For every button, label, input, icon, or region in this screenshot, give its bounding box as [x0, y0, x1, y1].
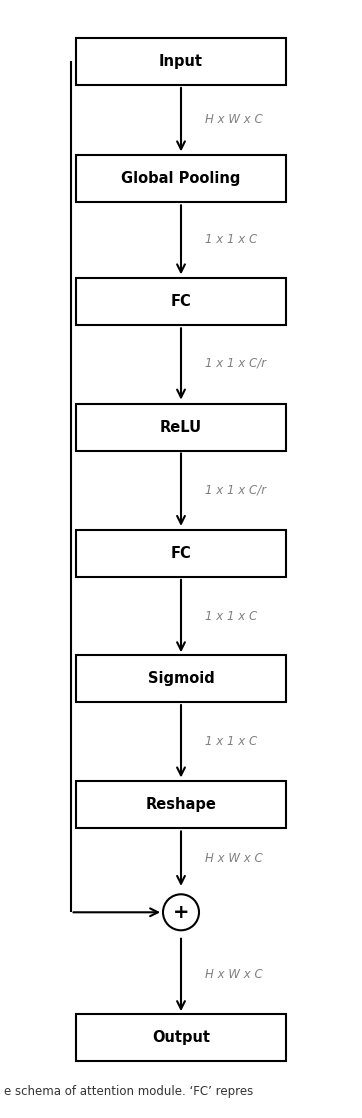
- Text: 1 x 1 x C: 1 x 1 x C: [205, 609, 257, 623]
- Text: 1 x 1 x C/r: 1 x 1 x C/r: [205, 357, 266, 370]
- Text: 1 x 1 x C: 1 x 1 x C: [205, 233, 257, 246]
- Text: H x W x C: H x W x C: [205, 113, 262, 126]
- Text: Output: Output: [152, 1030, 210, 1045]
- Text: Global Pooling: Global Pooling: [121, 171, 241, 187]
- Text: ReLU: ReLU: [160, 419, 202, 435]
- Text: Reshape: Reshape: [146, 797, 216, 813]
- FancyBboxPatch shape: [76, 1014, 286, 1061]
- Text: 1 x 1 x C/r: 1 x 1 x C/r: [205, 483, 266, 496]
- Text: +: +: [173, 903, 189, 921]
- Text: e schema of attention module. ‘FC’ repres: e schema of attention module. ‘FC’ repre…: [4, 1084, 253, 1098]
- FancyBboxPatch shape: [76, 781, 286, 828]
- Ellipse shape: [163, 894, 199, 930]
- Text: Input: Input: [159, 54, 203, 69]
- Text: H x W x C: H x W x C: [205, 968, 262, 982]
- FancyBboxPatch shape: [76, 155, 286, 202]
- FancyBboxPatch shape: [76, 38, 286, 85]
- FancyBboxPatch shape: [76, 404, 286, 451]
- Text: FC: FC: [171, 546, 191, 561]
- Text: Sigmoid: Sigmoid: [148, 671, 214, 686]
- FancyBboxPatch shape: [76, 278, 286, 325]
- Text: FC: FC: [171, 294, 191, 310]
- FancyBboxPatch shape: [76, 530, 286, 577]
- FancyBboxPatch shape: [76, 655, 286, 702]
- Text: 1 x 1 x C: 1 x 1 x C: [205, 735, 257, 748]
- Text: H x W x C: H x W x C: [205, 852, 262, 865]
